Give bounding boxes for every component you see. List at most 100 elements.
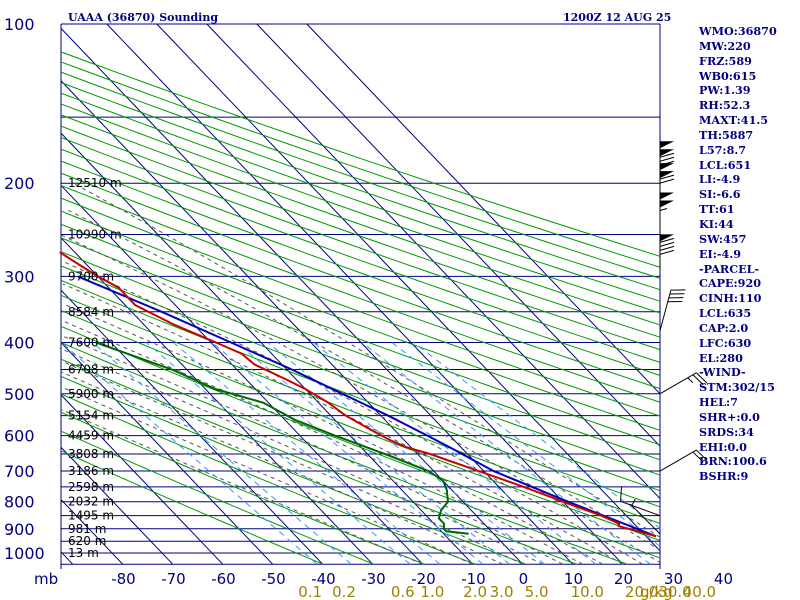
- dry-adiabat-seg: [335, 528, 343, 532]
- dry-adiabat-seg: [507, 538, 515, 542]
- dry-adiabat-seg: [358, 517, 366, 522]
- height-label-12: 2032 m: [68, 495, 114, 509]
- dry-adiabat-seg: [176, 342, 191, 349]
- dry-adiabat-seg: [60, 71, 94, 85]
- dry-adiabat-seg: [655, 347, 661, 351]
- dry-adiabat-seg: [633, 406, 647, 412]
- dry-adiabat-seg: [590, 515, 598, 519]
- dry-adiabat-seg: [545, 311, 565, 319]
- dry-adiabat-seg: [274, 523, 282, 527]
- height-label-10: 3186 m: [68, 464, 114, 478]
- dry-adiabat-seg: [159, 290, 178, 299]
- dry-adiabat-seg: [621, 561, 628, 565]
- dry-adiabat-seg: [372, 486, 381, 491]
- dry-adiabat-seg: [344, 512, 352, 517]
- dry-adiabat-seg: [612, 251, 639, 262]
- dry-adiabat-seg: [119, 383, 132, 390]
- dry-adiabat-seg: [500, 449, 511, 455]
- dry-adiabat-seg: [243, 170, 277, 184]
- dry-adiabat-seg: [438, 353, 454, 360]
- dry-adiabat-seg: [432, 214, 463, 226]
- dry-adiabat-seg: [520, 457, 530, 462]
- dry-adiabat-seg: [147, 193, 177, 206]
- dry-adiabat-seg: [250, 533, 257, 537]
- dry-adiabat-seg: [105, 131, 144, 147]
- dry-adiabat-seg: [476, 473, 486, 478]
- dry-adiabat-seg: [129, 224, 155, 235]
- index-item-10: LI:-4.9: [699, 172, 741, 187]
- wind-barb-flag: [696, 372, 708, 384]
- wind-barb-flag: [659, 249, 675, 255]
- dry-adiabat-seg: [120, 477, 129, 482]
- dry-adiabat-seg: [412, 290, 433, 299]
- dry-adiabat-seg: [182, 116, 225, 133]
- dry-adiabat-seg: [409, 538, 417, 542]
- dry-adiabat-seg: [601, 317, 622, 326]
- dry-adiabat-seg: [303, 290, 324, 299]
- dry-adiabat-seg: [306, 460, 316, 465]
- dry-adiabat-seg: [96, 224, 121, 235]
- dry-adiabat-seg: [560, 342, 579, 349]
- dry-adiabat-seg: [402, 204, 434, 216]
- dry-adiabat-seg: [552, 393, 566, 399]
- dry-adiabat-seg: [306, 557, 313, 561]
- dry-adiabat-seg: [63, 311, 80, 319]
- dry-adiabat-seg: [557, 538, 565, 542]
- dry-adiabat-seg: [116, 317, 133, 326]
- dry-adiabat-seg: [500, 204, 532, 216]
- dry-adiabat-seg: [201, 383, 214, 390]
- dry-adiabat-seg: [635, 304, 657, 313]
- temp-tick-30: 30: [664, 570, 683, 588]
- dry-adiabat-seg: [377, 453, 388, 459]
- dry-adiabat-seg: [191, 363, 205, 371]
- dry-adiabat-seg: [561, 410, 575, 417]
- dry-adiabat-seg: [397, 533, 404, 537]
- dry-adiabat-seg: [456, 483, 465, 488]
- dry-adiabat-seg: [340, 550, 347, 554]
- dry-adiabat-seg: [564, 330, 583, 338]
- dry-adiabat-seg: [653, 275, 661, 279]
- dry-adiabat-seg: [628, 495, 638, 500]
- dry-adiabat-seg: [337, 509, 345, 514]
- dry-adiabat-seg: [191, 317, 208, 326]
- dry-adiabat-seg: [79, 383, 91, 390]
- wind-barb-staff: [659, 290, 672, 331]
- dry-adiabat-seg: [422, 470, 432, 475]
- dry-adiabat-seg: [280, 450, 290, 455]
- dry-adiabat-seg: [329, 525, 337, 530]
- dry-adiabat-seg: [499, 260, 525, 270]
- wind-barb-flag: [692, 374, 704, 386]
- dry-adiabat-seg: [349, 442, 360, 448]
- dry-adiabat-seg: [406, 251, 431, 262]
- dry-adiabat-seg: [231, 363, 245, 371]
- dry-adiabat-seg: [368, 450, 379, 455]
- height-label-9: 3808 m: [68, 447, 114, 461]
- index-item-2: FRZ:589: [699, 53, 752, 68]
- dewpoint-profile-line: [95, 341, 469, 535]
- dry-adiabat-seg: [297, 512, 305, 517]
- dry-adiabat-seg: [510, 453, 521, 459]
- dry-adiabat-seg: [483, 342, 501, 349]
- dry-adiabat-seg: [643, 438, 656, 444]
- dry-adiabat-seg: [374, 419, 386, 425]
- dry-adiabat-seg: [244, 182, 276, 195]
- dry-adiabat-seg: [288, 402, 300, 408]
- dry-adiabat-seg: [244, 530, 252, 535]
- index-item-4: PW:1.39: [699, 83, 751, 98]
- index-item-27: SRDS:34: [699, 424, 754, 439]
- dry-adiabat-seg: [601, 330, 621, 338]
- dry-adiabat-seg: [284, 283, 305, 292]
- dry-adiabat-seg: [447, 415, 460, 421]
- dry-adiabat-seg: [113, 473, 122, 478]
- dry-adiabat-seg: [602, 369, 618, 376]
- dry-adiabat-seg: [195, 489, 203, 494]
- dry-adiabat-seg: [302, 251, 327, 262]
- dry-adiabat-seg: [642, 369, 658, 376]
- dry-adiabat-seg: [597, 517, 606, 522]
- dry-adiabat-seg: [310, 427, 321, 433]
- dry-adiabat-seg: [68, 415, 79, 421]
- dry-adiabat-seg: [68, 297, 85, 306]
- dry-adiabat-seg: [94, 324, 110, 332]
- dry-adiabat-seg: [361, 158, 399, 172]
- dry-adiabat-seg: [549, 517, 558, 522]
